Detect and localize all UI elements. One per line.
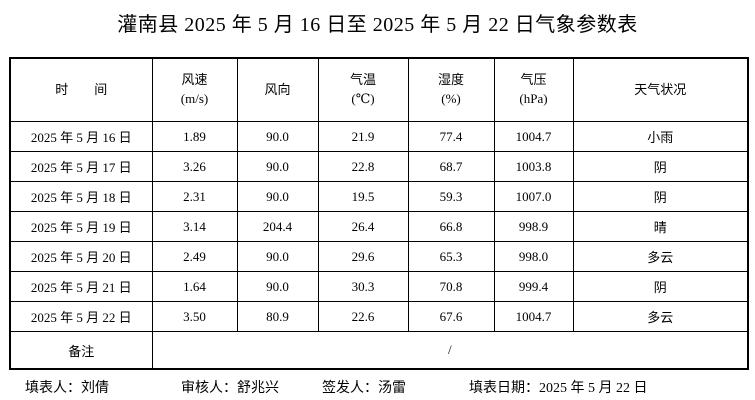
page-title: 灌南县 2025 年 5 月 16 日至 2025 年 5 月 22 日气象参数… (117, 14, 638, 36)
cell-weather: 阴 (572, 181, 749, 212)
cell-date: 2025 年 5 月 17 日 (9, 151, 153, 182)
weather-parameters-table: 时 间 风速 (m/s) 风向 气温 (℃) 湿度 (%) 气压 (hPa) (9, 57, 749, 370)
col-header-wind-speed-label: 风速 (181, 72, 208, 88)
col-header-wind-direction: 风向 (236, 57, 319, 122)
cell-wind-speed: 2.49 (151, 241, 238, 272)
col-header-pressure-label: 气压 (520, 72, 547, 88)
remark-label: 备注 (9, 331, 153, 370)
cell-temperature: 21.9 (317, 121, 409, 152)
cell-wind-direction: 90.0 (236, 121, 319, 152)
cell-wind-speed: 3.14 (151, 211, 238, 242)
cell-wind-speed: 1.64 (151, 271, 238, 302)
cell-weather: 多云 (572, 241, 749, 272)
cell-temperature: 22.6 (317, 301, 409, 332)
cell-temperature: 19.5 (317, 181, 409, 212)
cell-pressure: 998.9 (493, 211, 574, 242)
cell-date: 2025 年 5 月 16 日 (9, 121, 153, 152)
cell-date: 2025 年 5 月 19 日 (9, 211, 153, 242)
col-header-temperature-label: 气温 (349, 72, 376, 88)
cell-pressure: 998.0 (493, 241, 574, 272)
cell-humidity: 66.8 (407, 211, 495, 242)
cell-wind-direction: 90.0 (236, 151, 319, 182)
footer-preparer: 填表人：刘倩 (25, 381, 109, 396)
col-header-wind-speed: 风速 (m/s) (151, 57, 238, 122)
remark-value: / (151, 331, 749, 370)
cell-temperature: 30.3 (317, 271, 409, 302)
table-row: 2025 年 5 月 19 日 3.14 204.4 26.4 66.8 998… (9, 211, 749, 242)
cell-temperature: 26.4 (317, 211, 409, 242)
cell-pressure: 1004.7 (493, 121, 574, 152)
table-row: 2025 年 5 月 21 日 1.64 90.0 30.3 70.8 999.… (9, 271, 749, 302)
cell-date: 2025 年 5 月 18 日 (9, 181, 153, 212)
cell-weather: 阴 (572, 151, 749, 182)
cell-date: 2025 年 5 月 22 日 (9, 301, 153, 332)
cell-wind-speed: 2.31 (151, 181, 238, 212)
cell-wind-direction: 90.0 (236, 241, 319, 272)
col-header-humidity-label: 湿度 (437, 72, 464, 88)
footer-issuer: 签发人：汤雷 (322, 381, 406, 396)
col-header-wind-speed-unit: (m/s) (180, 91, 209, 106)
col-header-time-label: 时 间 (55, 81, 108, 97)
footer: 填表人：刘倩 审核人：舒兆兴 签发人：汤雷 填表日期：2025 年 5 月 22… (0, 377, 755, 397)
cell-weather: 阴 (572, 271, 749, 302)
table-row: 2025 年 5 月 17 日 3.26 90.0 22.8 68.7 1003… (9, 151, 749, 182)
table-row: 2025 年 5 月 22 日 3.50 80.9 22.6 67.6 1004… (9, 301, 749, 332)
cell-pressure: 1003.8 (493, 151, 574, 182)
cell-pressure: 999.4 (493, 271, 574, 302)
col-header-time: 时 间 (9, 57, 153, 122)
cell-weather: 晴 (572, 211, 749, 242)
cell-wind-speed: 3.26 (151, 151, 238, 182)
col-header-pressure: 气压 (hPa) (493, 57, 574, 122)
col-header-wind-direction-label: 风向 (264, 81, 291, 97)
col-header-temperature-unit: (℃) (351, 91, 375, 106)
footer-reviewer: 审核人：舒兆兴 (181, 381, 279, 396)
col-header-humidity-unit: (%) (441, 91, 461, 106)
table-row: 2025 年 5 月 18 日 2.31 90.0 19.5 59.3 1007… (9, 181, 749, 212)
cell-wind-direction: 80.9 (236, 301, 319, 332)
table-row: 2025 年 5 月 16 日 1.89 90.0 21.9 77.4 1004… (9, 121, 749, 152)
cell-temperature: 22.8 (317, 151, 409, 182)
col-header-humidity: 湿度 (%) (407, 57, 495, 122)
table-row: 2025 年 5 月 20 日 2.49 90.0 29.6 65.3 998.… (9, 241, 749, 272)
col-header-weather: 天气状况 (572, 57, 749, 122)
cell-humidity: 67.6 (407, 301, 495, 332)
cell-humidity: 70.8 (407, 271, 495, 302)
cell-date: 2025 年 5 月 20 日 (9, 241, 153, 272)
footer-fill-date: 填表日期：2025 年 5 月 22 日 (469, 381, 648, 396)
cell-temperature: 29.6 (317, 241, 409, 272)
col-header-weather-label: 天气状况 (634, 81, 687, 97)
remark-row: 备注 / (9, 331, 749, 370)
cell-weather: 多云 (572, 301, 749, 332)
cell-weather: 小雨 (572, 121, 749, 152)
cell-wind-direction: 204.4 (236, 211, 319, 242)
cell-humidity: 77.4 (407, 121, 495, 152)
cell-humidity: 59.3 (407, 181, 495, 212)
col-header-temperature: 气温 (℃) (317, 57, 409, 122)
cell-wind-direction: 90.0 (236, 181, 319, 212)
cell-wind-direction: 90.0 (236, 271, 319, 302)
header-row: 时 间 风速 (m/s) 风向 气温 (℃) 湿度 (%) 气压 (hPa) (9, 57, 749, 122)
cell-pressure: 1007.0 (493, 181, 574, 212)
cell-pressure: 1004.7 (493, 301, 574, 332)
cell-wind-speed: 3.50 (151, 301, 238, 332)
cell-wind-speed: 1.89 (151, 121, 238, 152)
cell-date: 2025 年 5 月 21 日 (9, 271, 153, 302)
cell-humidity: 65.3 (407, 241, 495, 272)
col-header-pressure-unit: (hPa) (519, 91, 548, 106)
cell-humidity: 68.7 (407, 151, 495, 182)
